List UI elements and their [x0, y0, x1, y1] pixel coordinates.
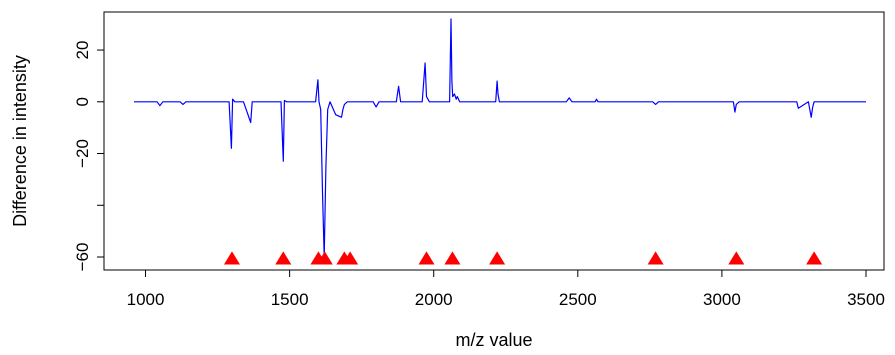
- y-tick-label: −60: [73, 243, 92, 272]
- peak-marker: [275, 251, 292, 265]
- peak-marker: [647, 251, 664, 265]
- x-axis: 1000 1500 2000 2500 3000 3500: [127, 269, 885, 309]
- peak-marker: [418, 251, 435, 265]
- peak-marker: [342, 251, 359, 265]
- x-axis-title: m/z value: [455, 330, 532, 350]
- marker-layer: [223, 251, 823, 265]
- series-layer: [134, 18, 866, 258]
- peak-marker: [489, 251, 506, 265]
- peak-marker: [444, 251, 461, 265]
- peak-marker: [728, 251, 745, 265]
- x-tick-label: 3500: [847, 290, 885, 309]
- x-tick-label: 1000: [127, 290, 165, 309]
- plot-frame: [103, 11, 885, 271]
- y-tick-label: 20: [73, 41, 92, 60]
- peak-marker: [806, 251, 823, 265]
- peak-marker: [316, 251, 333, 265]
- y-tick-label: 0: [73, 97, 92, 106]
- x-tick-label: 2000: [415, 290, 453, 309]
- y-axis: −60 −20 0 20: [73, 41, 105, 272]
- y-tick-label: −20: [73, 139, 92, 168]
- y-axis-title: Difference in intensity: [10, 55, 30, 227]
- x-tick-label: 1500: [271, 290, 309, 309]
- x-tick-label: 3000: [703, 290, 741, 309]
- series-line: [134, 18, 866, 258]
- x-tick-label: 2500: [559, 290, 597, 309]
- peak-marker: [223, 251, 240, 265]
